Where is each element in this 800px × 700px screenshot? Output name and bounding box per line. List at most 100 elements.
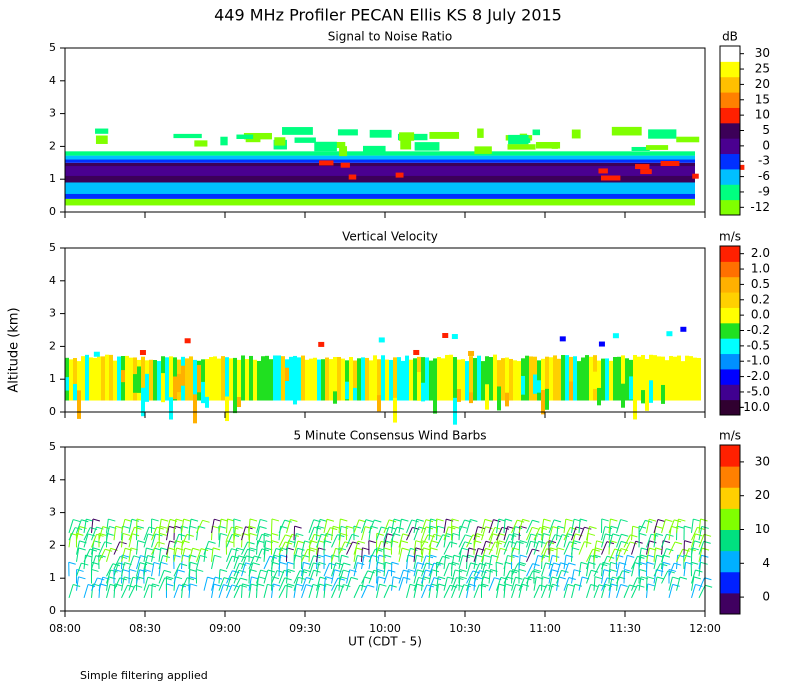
wind-barb — [698, 585, 706, 599]
velocity-column — [221, 356, 225, 401]
velocity-patch — [169, 397, 173, 420]
colorbar-segment — [720, 338, 740, 355]
velocity-patch — [433, 396, 437, 414]
wind-barb — [190, 561, 198, 565]
wind-barb — [678, 518, 686, 522]
colorbar-tick-label: 0.5 — [751, 277, 770, 291]
velocity-column — [265, 355, 269, 401]
wind-barb — [176, 547, 184, 551]
wind-barb — [389, 584, 397, 588]
wind-barb — [393, 576, 401, 580]
wind-barb — [578, 527, 585, 541]
velocity-patch — [378, 337, 385, 343]
wind-barb — [249, 532, 257, 536]
snr-patch — [369, 129, 392, 138]
velocity-column — [241, 355, 245, 401]
velocity-column — [317, 359, 321, 401]
wind-barb — [242, 583, 250, 587]
wind-barb — [316, 584, 320, 598]
wind-barb — [286, 583, 288, 598]
wind-barb — [704, 584, 713, 588]
velocity-column — [77, 361, 81, 401]
wind-barb — [143, 577, 149, 591]
wind-barb — [83, 527, 91, 541]
wind-barb — [308, 555, 314, 570]
wind-barb — [518, 561, 527, 565]
x-tick-label: 08:00 — [49, 622, 81, 635]
wind-barb — [413, 562, 418, 577]
wind-barb — [552, 583, 560, 587]
wind-barb — [179, 563, 188, 567]
colorbar-segment — [720, 292, 740, 308]
snr-patch — [414, 142, 440, 151]
wind-barb — [541, 519, 545, 534]
wind-barb — [501, 526, 510, 530]
wind-barb — [91, 518, 94, 533]
wind-barb — [174, 525, 182, 529]
velocity-column — [289, 356, 293, 401]
snr-patch — [640, 169, 652, 175]
wind-barb — [438, 576, 446, 580]
wind-barb — [316, 519, 321, 534]
velocity-column — [249, 355, 253, 401]
wind-barb — [541, 576, 543, 591]
velocity-column — [129, 357, 133, 401]
wind-barb — [466, 562, 472, 577]
velocity-column — [357, 358, 361, 401]
velocity-column — [525, 355, 529, 401]
colorbar-segment — [720, 466, 740, 488]
wind-barb — [173, 547, 178, 562]
wind-barb — [451, 577, 457, 591]
colorbar-tick-label: 10 — [755, 522, 770, 536]
velocity-column — [405, 355, 409, 401]
wind-barb — [676, 555, 679, 570]
velocity-patch — [173, 376, 177, 400]
wind-barb — [280, 547, 288, 551]
colorbar-tick-label: 2.0 — [751, 246, 770, 260]
colorbar-segment — [720, 529, 740, 552]
wind-barb — [353, 541, 359, 555]
wind-barb — [695, 569, 703, 573]
y-tick-label: 3 — [49, 107, 56, 120]
velocity-patch — [681, 364, 685, 388]
wind-barb — [308, 584, 314, 599]
velocity-column — [73, 358, 77, 401]
velocity-patch — [139, 350, 146, 356]
wind-barb — [240, 577, 248, 581]
wind-barb — [353, 525, 362, 529]
wind-barb — [81, 519, 89, 523]
wind-barb — [128, 585, 136, 599]
wind-barb — [584, 526, 592, 530]
wind-barb — [656, 576, 665, 580]
snr-patch — [400, 140, 412, 150]
wind-barb — [166, 576, 174, 580]
velocity-column — [365, 357, 369, 401]
wind-barb — [76, 526, 81, 541]
wind-barb — [473, 533, 478, 548]
velocity-column — [641, 354, 645, 401]
wind-barb — [145, 561, 154, 565]
colorbar-segment — [720, 550, 740, 573]
wind-barb — [158, 577, 166, 591]
wind-barb — [104, 541, 112, 545]
velocity-column — [117, 356, 121, 401]
wind-barb — [68, 561, 76, 565]
wind-barb — [91, 568, 99, 572]
velocity-column — [93, 357, 97, 401]
wind-barb — [571, 533, 576, 548]
wind-barb — [616, 570, 623, 584]
y-tick-label: 0 — [49, 405, 56, 418]
wind-barb — [202, 519, 210, 523]
wind-barb — [556, 562, 561, 577]
wind-barb — [481, 519, 486, 534]
velocity-column — [561, 355, 565, 401]
wind-barb — [378, 576, 386, 580]
wind-barb — [214, 518, 222, 522]
snr-patch — [339, 146, 348, 157]
wind-barb — [319, 576, 328, 580]
wind-barb — [376, 541, 382, 555]
snr-patch — [348, 174, 357, 180]
wind-barb — [579, 518, 588, 522]
wind-barb — [346, 577, 352, 591]
velocity-column — [601, 358, 605, 401]
